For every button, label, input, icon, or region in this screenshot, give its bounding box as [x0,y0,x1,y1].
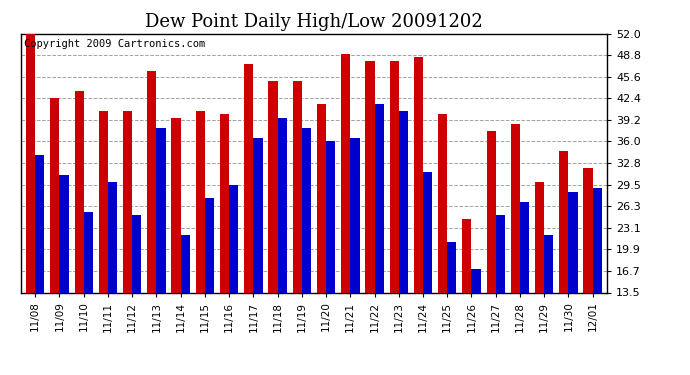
Bar [326,141,335,292]
Bar [171,118,181,292]
Bar [511,124,520,292]
Bar [414,57,423,292]
Bar [447,242,457,292]
Bar [293,81,302,292]
Bar [229,185,238,292]
Title: Dew Point Daily High/Low 20091202: Dew Point Daily High/Low 20091202 [145,13,483,31]
Bar [132,215,141,292]
Bar [147,71,157,292]
Bar [399,111,408,292]
Bar [365,61,375,292]
Bar [50,98,59,292]
Bar [438,114,447,292]
Bar [495,215,505,292]
Bar [220,114,229,292]
Bar [559,152,569,292]
Bar [486,131,495,292]
Bar [535,182,544,292]
Bar [569,192,578,292]
Bar [157,128,166,292]
Bar [83,212,93,292]
Bar [544,236,553,292]
Bar [99,111,108,292]
Bar [75,91,83,292]
Bar [317,104,326,292]
Bar [244,64,253,292]
Bar [351,138,359,292]
Bar [253,138,263,292]
Bar [59,175,69,292]
Bar [268,81,277,292]
Bar [593,188,602,292]
Bar [196,111,205,292]
Bar [26,34,35,292]
Bar [520,202,529,292]
Bar [108,182,117,292]
Bar [390,61,399,292]
Bar [181,236,190,292]
Text: Copyright 2009 Cartronics.com: Copyright 2009 Cartronics.com [23,39,205,49]
Bar [123,111,132,292]
Bar [471,269,481,292]
Bar [205,198,214,292]
Bar [302,128,311,292]
Bar [375,104,384,292]
Bar [584,168,593,292]
Bar [277,118,287,292]
Bar [35,155,44,292]
Bar [423,171,432,292]
Bar [341,54,351,292]
Bar [462,219,471,292]
